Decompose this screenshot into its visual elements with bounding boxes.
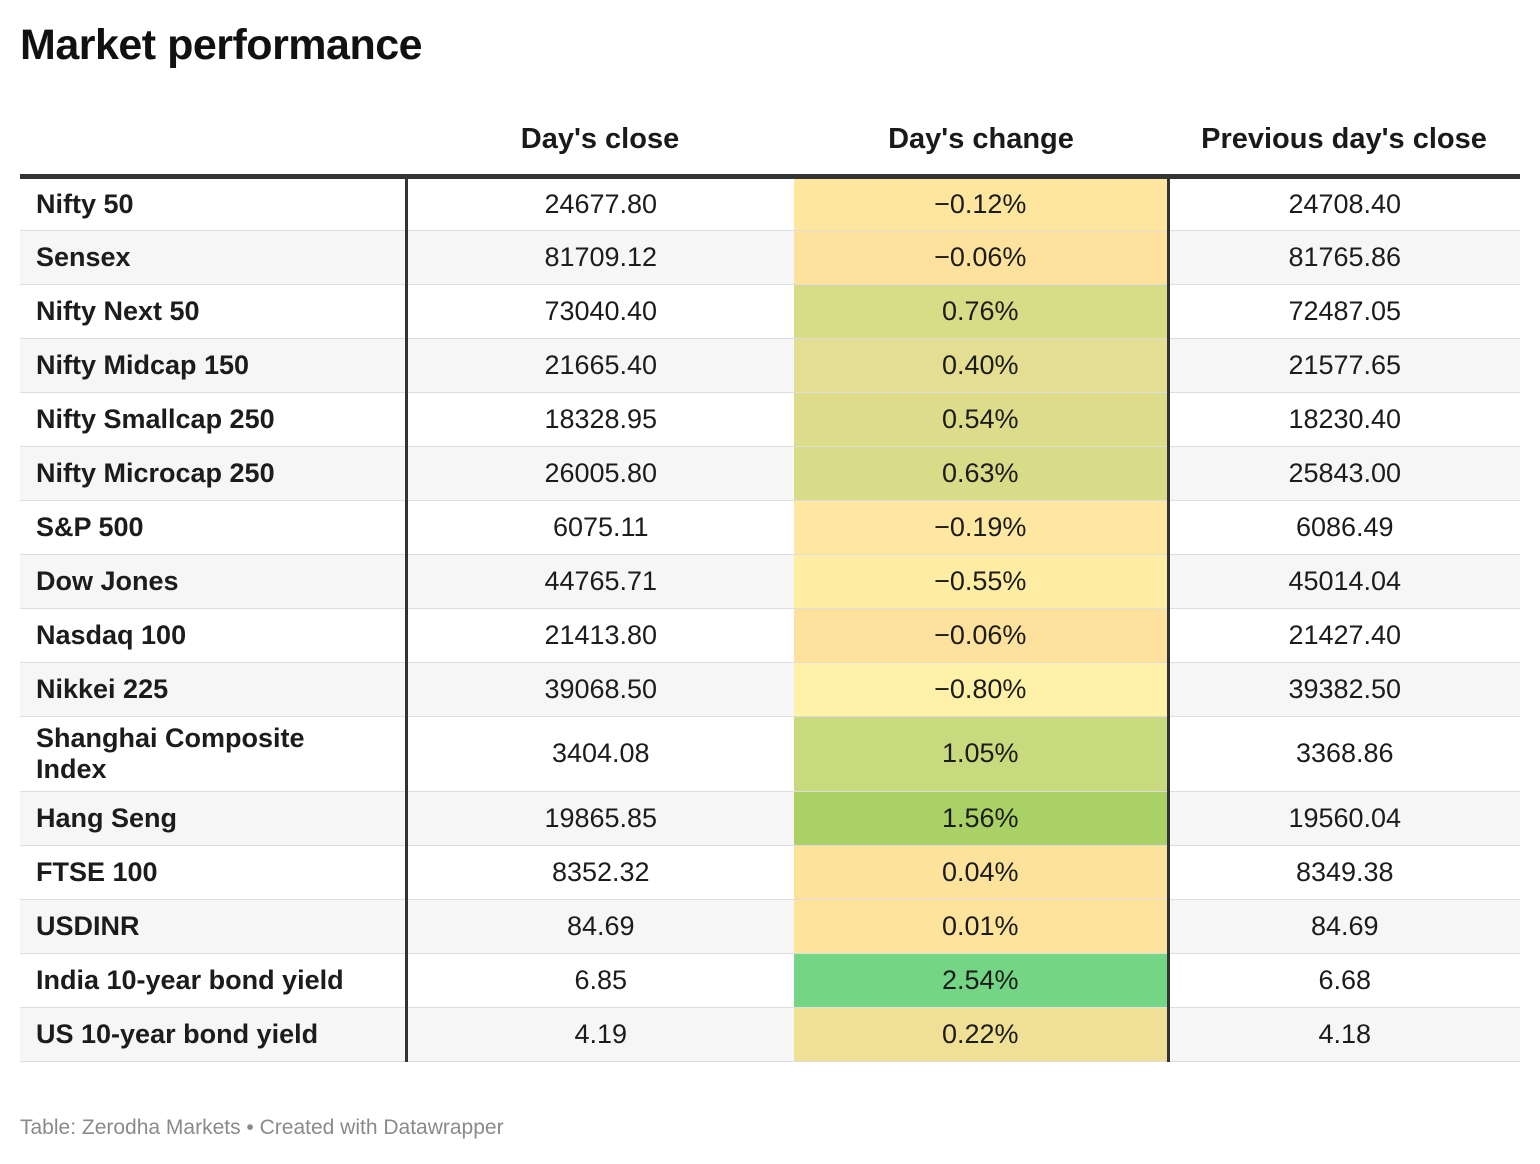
days-close-cell: 18328.95 [404,392,794,447]
row-name-cell: Nifty Next 50 [20,284,406,339]
row-name-cell: S&P 500 [20,500,406,555]
days-change-cell: 0.01% [794,899,1170,954]
days-change-cell: 0.22% [794,1007,1170,1062]
row-name-cell: Nifty Midcap 150 [20,338,406,393]
previous-close-cell: 45014.04 [1168,554,1520,609]
days-close-cell: 4.19 [404,1007,794,1062]
previous-close-cell: 24708.40 [1168,176,1520,231]
header-name [20,112,406,179]
days-change-cell: −0.06% [794,230,1170,285]
days-change-cell: 0.54% [794,392,1170,447]
days-change-cell: −0.55% [794,554,1170,609]
table-row: Nifty Next 50 73040.40 0.76% 72487.05 [20,284,1520,339]
row-name-cell: Nikkei 225 [20,662,406,717]
row-name-cell: Nifty Microcap 250 [20,446,406,501]
row-name-cell: Sensex [20,230,406,285]
table-row: Nasdaq 100 21413.80 −0.06% 21427.40 [20,608,1520,663]
table-row: Shanghai Composite Index 3404.08 1.05% 3368… [20,716,1520,792]
row-name-cell: Nifty Smallcap 250 [20,392,406,447]
previous-close-cell: 25843.00 [1168,446,1520,501]
days-close-cell: 6075.11 [404,500,794,555]
days-change-cell: 0.04% [794,845,1170,900]
market-performance-table: Day's close Day's change Previous day's … [20,112,1520,1062]
table-body: Nifty 50 24677.80 −0.12% 24708.40 Sensex 8170… [20,176,1520,1062]
days-change-cell: −0.12% [794,176,1170,231]
table-row: USDINR 84.69 0.01% 84.69 [20,899,1520,954]
previous-close-cell: 39382.50 [1168,662,1520,717]
days-change-cell: 2.54% [794,953,1170,1008]
row-name-cell: Dow Jones [20,554,406,609]
days-change-cell: 0.40% [794,338,1170,393]
table-row: Nifty Smallcap 250 18328.95 0.54% 18230.40 [20,392,1520,447]
header-row: Day's close Day's change Previous day's … [20,112,1520,179]
table-row: Hang Seng 19865.85 1.56% 19560.04 [20,791,1520,846]
row-name-cell: USDINR [20,899,406,954]
previous-close-cell: 84.69 [1168,899,1520,954]
table-row: US 10-year bond yield 4.19 0.22% 4.18 [20,1007,1520,1062]
days-change-cell: 1.05% [794,716,1170,792]
previous-close-cell: 3368.86 [1168,716,1520,792]
previous-close-cell: 4.18 [1168,1007,1520,1062]
table-row: Nikkei 225 39068.50 −0.80% 39382.50 [20,662,1520,717]
source-footer: Table: Zerodha Markets • Created with Da… [20,1116,504,1139]
previous-close-cell: 21427.40 [1168,608,1520,663]
days-close-cell: 24677.80 [404,176,794,231]
days-change-cell: −0.06% [794,608,1170,663]
previous-close-cell: 21577.65 [1168,338,1520,393]
table-row: Nifty 50 24677.80 −0.12% 24708.40 [20,176,1520,231]
row-name-cell: India 10-year bond yield [20,953,406,1008]
header-previous-close: Previous day's close [1168,112,1520,179]
days-change-cell: 1.56% [794,791,1170,846]
days-close-cell: 8352.32 [404,845,794,900]
row-name-cell: Nasdaq 100 [20,608,406,663]
days-close-cell: 21665.40 [404,338,794,393]
days-close-cell: 39068.50 [404,662,794,717]
table-row: Nifty Midcap 150 21665.40 0.40% 21577.65 [20,338,1520,393]
previous-close-cell: 6.68 [1168,953,1520,1008]
table-row: S&P 500 6075.11 −0.19% 6086.49 [20,500,1520,555]
days-close-cell: 6.85 [404,953,794,1008]
days-close-cell: 84.69 [404,899,794,954]
previous-close-cell: 81765.86 [1168,230,1520,285]
days-change-cell: 0.63% [794,446,1170,501]
row-name-cell: Nifty 50 [20,176,406,231]
previous-close-cell: 6086.49 [1168,500,1520,555]
days-change-cell: −0.80% [794,662,1170,717]
days-close-cell: 81709.12 [404,230,794,285]
chart-title: Market performance [20,21,423,69]
table-row: FTSE 100 8352.32 0.04% 8349.38 [20,845,1520,900]
days-change-cell: −0.19% [794,500,1170,555]
row-name-cell: Hang Seng [20,791,406,846]
days-close-cell: 26005.80 [404,446,794,501]
table-row: India 10-year bond yield 6.85 2.54% 6.68 [20,953,1520,1008]
table-row: Sensex 81709.12 −0.06% 81765.86 [20,230,1520,285]
days-change-cell: 0.76% [794,284,1170,339]
table-row: Dow Jones 44765.71 −0.55% 45014.04 [20,554,1520,609]
table-row: Nifty Microcap 250 26005.80 0.63% 25843.00 [20,446,1520,501]
header-days-change: Day's change [794,112,1168,179]
days-close-cell: 21413.80 [404,608,794,663]
days-close-cell: 44765.71 [404,554,794,609]
days-close-cell: 19865.85 [404,791,794,846]
days-close-cell: 3404.08 [404,716,794,792]
previous-close-cell: 8349.38 [1168,845,1520,900]
row-name-cell: FTSE 100 [20,845,406,900]
row-name-cell: US 10-year bond yield [20,1007,406,1062]
previous-close-cell: 19560.04 [1168,791,1520,846]
header-days-close: Day's close [406,112,794,179]
previous-close-cell: 72487.05 [1168,284,1520,339]
days-close-cell: 73040.40 [404,284,794,339]
previous-close-cell: 18230.40 [1168,392,1520,447]
row-name-cell: Shanghai Composite Index [20,716,406,792]
